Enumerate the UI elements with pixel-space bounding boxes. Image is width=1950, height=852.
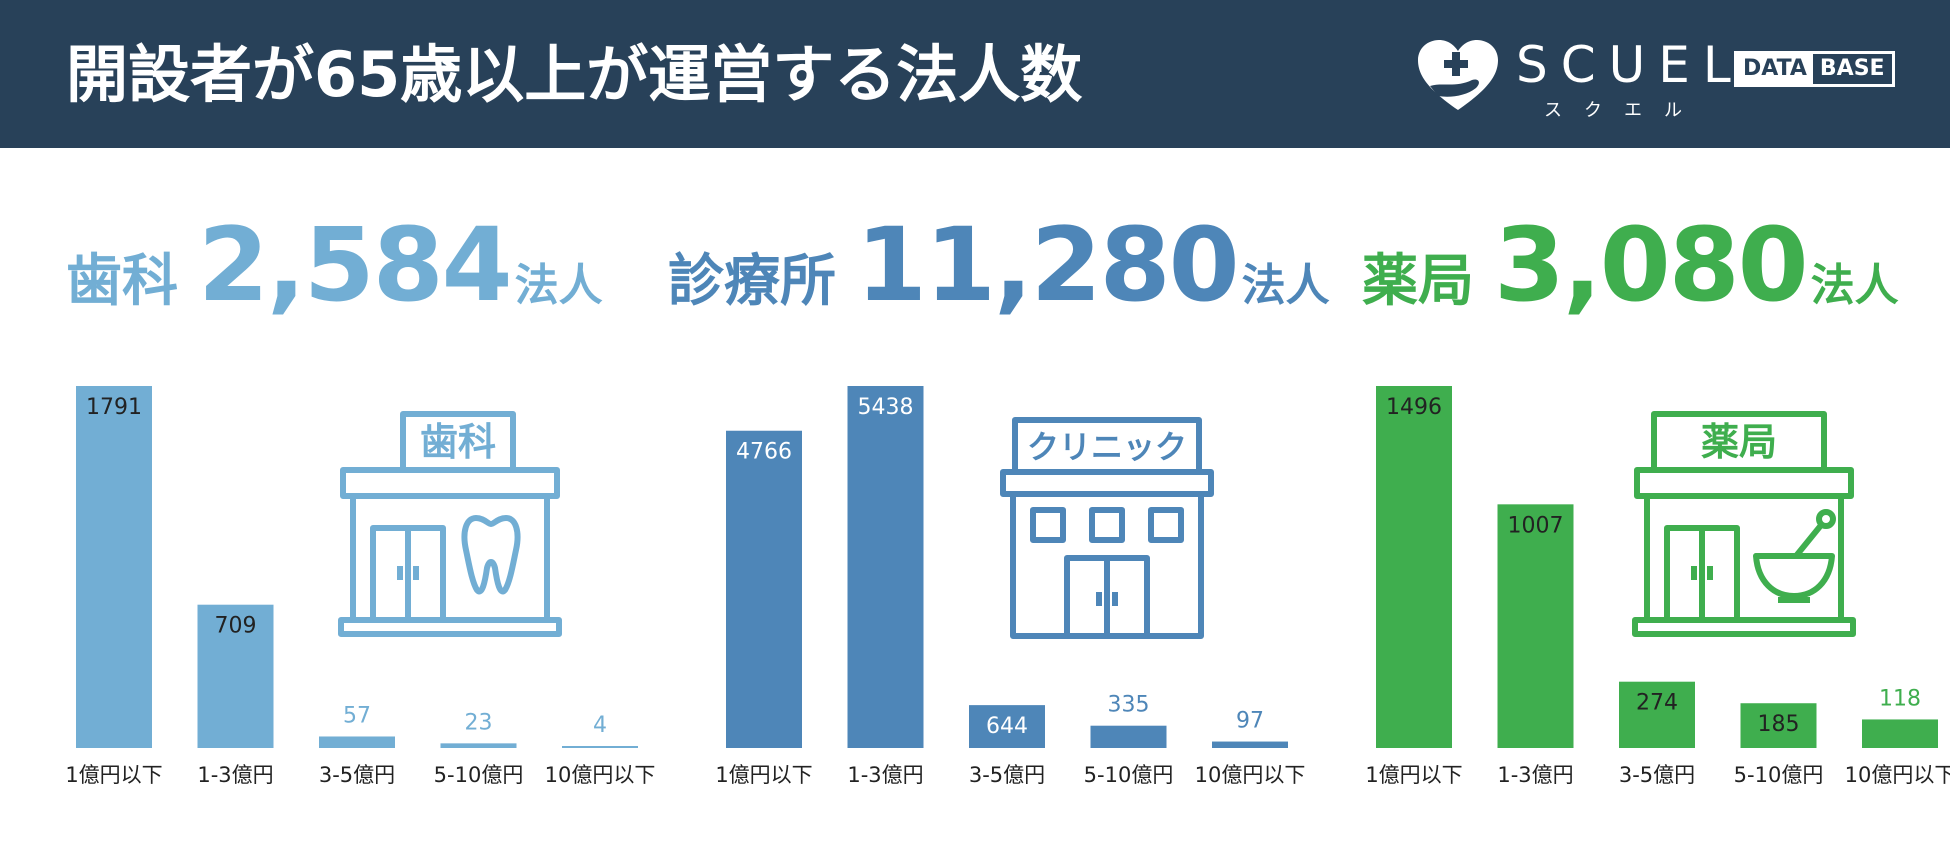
pharmacy-bar-3	[1619, 681, 1695, 748]
dental-category-label-1: 1億円以下	[65, 763, 162, 787]
dental-bar-5	[562, 746, 638, 748]
dental-unit: 法人	[514, 260, 603, 311]
clinic-value-label-2: 5438	[858, 395, 914, 420]
clinic-value-label-1: 4766	[736, 440, 792, 465]
pharmacy-value-label-2: 1007	[1508, 513, 1564, 538]
dental-total: 2,584	[198, 206, 513, 325]
database-tag-data: DATA	[1737, 54, 1813, 84]
pharmacy-value-label-1: 1496	[1386, 395, 1442, 420]
pharmacy-value-label-4: 185	[1758, 712, 1800, 737]
clinic-bar-3	[969, 705, 1045, 748]
dental-category-label-3: 3-5億円	[319, 763, 395, 787]
pharmacy-category-label-5: 10億円以下	[1845, 763, 1950, 787]
clinic-sign-text: クリニック	[1027, 428, 1187, 466]
clinic-headline: 診療所 11,280 法人	[668, 206, 1330, 325]
clinic-unit: 法人	[1241, 260, 1330, 311]
clinic-category-label-3: 3-5億円	[969, 763, 1045, 787]
pharmacy-category-label-3: 3-5億円	[1619, 763, 1695, 787]
pharmacy-total: 3,080	[1494, 206, 1809, 325]
dental-label: 歯科	[66, 249, 178, 314]
clinic-total: 11,280	[856, 206, 1240, 325]
clinic-category-label-4: 5-10億円	[1084, 763, 1174, 787]
clinic-building-icon: クリニック	[1000, 417, 1214, 639]
pharmacy-bar-chart: 1496 1億円以下 1007 1-3億円 274 3-5億円 185 5-10億円 118 10…	[1365, 386, 1950, 787]
clinic-category-label-2: 1-3億円	[847, 763, 923, 787]
clinic-panel: 診療所 11,280 法人 4766 1億円以下 5438 1-3億円 644 3-5億円…	[650, 148, 1330, 852]
clinic-bar-5	[1212, 741, 1288, 748]
dental-value-label-3: 57	[343, 703, 371, 728]
pharmacy-category-label-4: 5-10億円	[1734, 763, 1824, 787]
dental-category-label-5: 10億円以下	[545, 763, 656, 787]
clinic-bar-4	[1090, 725, 1167, 748]
pharmacy-bar-1	[1376, 386, 1452, 748]
brand-kana: スクエル	[1544, 100, 1704, 121]
dental-value-label-1: 1791	[86, 395, 142, 420]
dental-value-label-5: 4	[593, 713, 607, 738]
brand-logo: SCUEL スクエル DATA BASE	[1416, 36, 1916, 121]
dental-category-label-4: 5-10億円	[434, 763, 524, 787]
pharmacy-bar-5	[1862, 719, 1938, 748]
brand-name: SCUEL	[1516, 36, 1744, 94]
dental-bar-2	[197, 604, 274, 748]
clinic-value-label-5: 97	[1236, 709, 1264, 734]
pharmacy-value-label-5: 118	[1879, 686, 1921, 711]
dental-clinic-building-icon: 歯科	[338, 411, 562, 637]
dental-bar-chart: 1791 1億円以下 709 1-3億円 57 3-5億円 23 5-10億円 4 10億円以下	[65, 386, 655, 787]
pharmacy-bar-2	[1497, 504, 1574, 748]
clinic-bar-chart: 4766 1億円以下 5438 1-3億円 644 3-5億円 335 5-10億円 97 10億…	[715, 386, 1305, 787]
pharmacy-bar-4	[1740, 703, 1817, 748]
pharmacy-sign-text: 薬局	[1701, 420, 1777, 464]
dental-bar-3	[319, 736, 395, 748]
clinic-bar-1	[726, 430, 802, 748]
clinic-bar-2	[847, 386, 924, 748]
clinic-category-label-5: 10億円以下	[1195, 763, 1306, 787]
dental-headline: 歯科 2,584 法人	[66, 206, 603, 325]
dental-bar-4	[440, 743, 517, 748]
pharmacy-category-label-1: 1億円以下	[1365, 763, 1462, 787]
database-tag: DATA BASE	[1734, 51, 1895, 87]
page-title: 開設者が65歳以上が運営する法人数	[66, 38, 1083, 111]
clinic-label: 診療所	[668, 249, 836, 314]
pharmacy-panel: 薬局 3,080 法人 1496 1億円以下 1007 1-3億円 274 3-5億円 18…	[1300, 148, 1950, 852]
header-bar: 開設者が65歳以上が運営する法人数 SCUEL スクエル DATA BASE	[0, 0, 1950, 148]
dental-category-label-2: 1-3億円	[197, 763, 273, 787]
dental-panel: 歯科 2,584 法人 1791 1億円以下 709 1-3億円 57 3-5億円 23 5-…	[0, 148, 655, 852]
pharmacy-value-label-3: 274	[1636, 691, 1678, 716]
pharmacy-building-icon: 薬局	[1632, 411, 1856, 637]
dental-value-label-2: 709	[215, 614, 257, 639]
dental-sign-text: 歯科	[420, 420, 496, 464]
clinic-value-label-3: 644	[986, 714, 1028, 739]
pharmacy-label: 薬局	[1362, 249, 1474, 314]
clinic-value-label-4: 335	[1108, 693, 1150, 718]
heart-cross-icon	[1418, 40, 1498, 110]
pharmacy-headline: 薬局 3,080 法人	[1362, 206, 1899, 325]
pharmacy-category-label-2: 1-3億円	[1497, 763, 1573, 787]
dental-value-label-4: 23	[465, 710, 493, 735]
database-tag-base: BASE	[1819, 56, 1885, 81]
clinic-category-label-1: 1億円以下	[715, 763, 812, 787]
pharmacy-unit: 法人	[1810, 260, 1899, 311]
dental-bar-1	[76, 386, 152, 748]
